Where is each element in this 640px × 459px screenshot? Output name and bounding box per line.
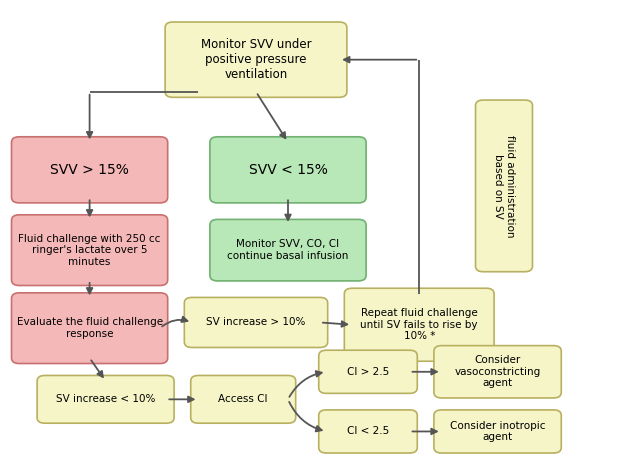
FancyBboxPatch shape bbox=[434, 410, 561, 453]
Text: SV increase < 10%: SV increase < 10% bbox=[56, 394, 156, 404]
Text: Evaluate the fluid challenge
response: Evaluate the fluid challenge response bbox=[17, 317, 163, 339]
Text: SVV > 15%: SVV > 15% bbox=[50, 163, 129, 177]
FancyBboxPatch shape bbox=[37, 375, 174, 423]
FancyBboxPatch shape bbox=[344, 288, 494, 361]
Text: Consider inotropic
agent: Consider inotropic agent bbox=[450, 420, 545, 442]
Text: Monitor SVV under
positive pressure
ventilation: Monitor SVV under positive pressure vent… bbox=[201, 38, 311, 81]
FancyBboxPatch shape bbox=[12, 293, 168, 364]
Text: Monitor SVV, CO, CI
continue basal infusion: Monitor SVV, CO, CI continue basal infus… bbox=[227, 239, 349, 261]
FancyBboxPatch shape bbox=[191, 375, 296, 423]
Text: SV increase > 10%: SV increase > 10% bbox=[206, 318, 306, 327]
Text: Access CI: Access CI bbox=[218, 394, 268, 404]
Text: CI < 2.5: CI < 2.5 bbox=[347, 426, 389, 437]
FancyBboxPatch shape bbox=[12, 215, 168, 285]
FancyBboxPatch shape bbox=[319, 350, 417, 393]
FancyBboxPatch shape bbox=[165, 22, 347, 97]
Text: CI > 2.5: CI > 2.5 bbox=[347, 367, 389, 377]
Text: SVV < 15%: SVV < 15% bbox=[248, 163, 328, 177]
FancyBboxPatch shape bbox=[210, 219, 366, 281]
FancyBboxPatch shape bbox=[184, 297, 328, 347]
FancyBboxPatch shape bbox=[319, 410, 417, 453]
Text: Repeat fluid challenge
until SV fails to rise by
10% *: Repeat fluid challenge until SV fails to… bbox=[360, 308, 478, 341]
FancyBboxPatch shape bbox=[476, 100, 532, 272]
Text: Consider
vasoconstricting
agent: Consider vasoconstricting agent bbox=[454, 355, 541, 388]
FancyBboxPatch shape bbox=[210, 137, 366, 203]
FancyBboxPatch shape bbox=[434, 346, 561, 398]
Text: Fluid challenge with 250 cc
ringer's lactate over 5
minutes: Fluid challenge with 250 cc ringer's lac… bbox=[19, 234, 161, 267]
FancyBboxPatch shape bbox=[12, 137, 168, 203]
Text: fluid administration
based on SV: fluid administration based on SV bbox=[493, 134, 515, 237]
